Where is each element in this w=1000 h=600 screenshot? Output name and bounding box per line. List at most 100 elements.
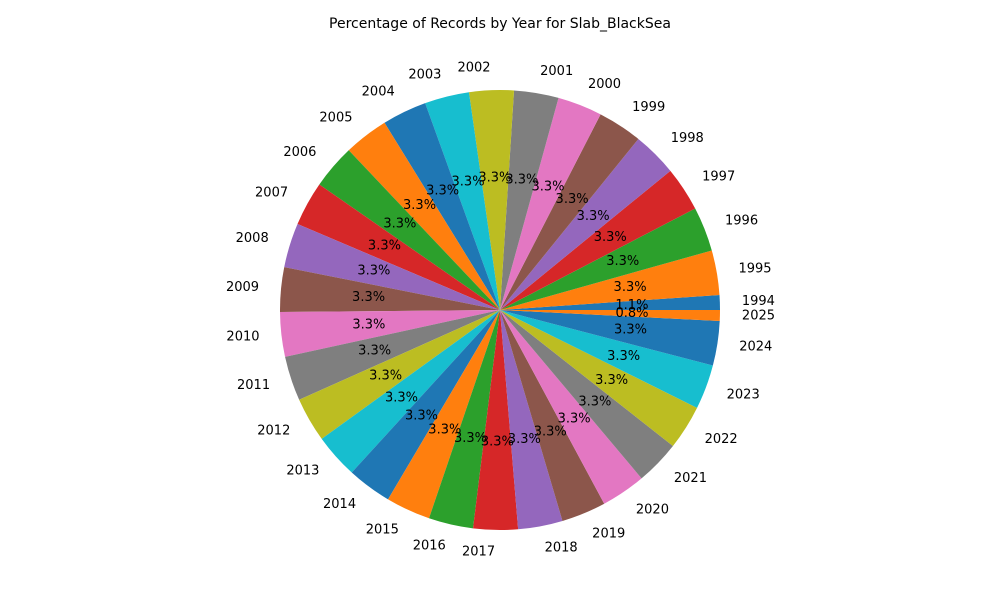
pie-slice-1994 <box>500 294 720 310</box>
year-label-2024: 2024 <box>739 339 772 354</box>
pie-slice-2024 <box>500 310 720 366</box>
year-label-1998: 1998 <box>671 131 704 146</box>
percent-label-2011: 3.3% <box>358 344 391 359</box>
percent-label-2012: 3.3% <box>369 368 402 383</box>
pie-slice-2006 <box>319 150 500 310</box>
year-label-2007: 2007 <box>255 186 288 201</box>
percent-label-2007: 3.3% <box>368 239 401 254</box>
year-label-2025: 2025 <box>742 309 775 324</box>
pie-slice-1995 <box>500 250 720 310</box>
percent-label-2010: 3.3% <box>352 317 385 332</box>
pie-slice-2025 <box>500 310 720 321</box>
pie-slice-2009 <box>279 267 500 313</box>
percent-label-2024: 3.3% <box>614 323 647 338</box>
percent-label-2025: 0.8% <box>615 306 648 321</box>
year-label-2014: 2014 <box>323 497 356 512</box>
percent-label-2001: 3.3% <box>505 172 538 187</box>
year-label-2002: 2002 <box>457 61 490 76</box>
percent-label-2006: 3.3% <box>383 216 416 231</box>
pie-slice-2021 <box>500 310 673 479</box>
percent-label-2008: 3.3% <box>357 264 390 279</box>
pie-slice-2017 <box>473 310 519 530</box>
percent-label-2003: 3.3% <box>452 174 485 189</box>
pie-slice-2022 <box>500 310 698 446</box>
pie-slice-2003 <box>425 92 500 310</box>
percent-label-2021: 3.3% <box>578 394 611 409</box>
pie-slice-1998 <box>500 138 671 310</box>
pie-slice-2000 <box>500 97 601 310</box>
percent-label-2018: 3.3% <box>508 432 541 447</box>
year-label-2016: 2016 <box>413 538 446 553</box>
pie-slice-2002 <box>468 89 515 310</box>
year-label-2013: 2013 <box>286 464 319 479</box>
pie-slice-2018 <box>500 310 563 530</box>
year-label-2005: 2005 <box>319 111 352 126</box>
percent-label-2016: 3.3% <box>454 431 487 446</box>
percent-label-1999: 3.3% <box>556 192 589 207</box>
percent-label-2005: 3.3% <box>403 198 436 213</box>
pie-slice-1996 <box>500 208 712 310</box>
percent-label-2014: 3.3% <box>405 409 438 424</box>
percent-label-2017: 3.3% <box>481 434 514 449</box>
year-labels: 1994 1995 1996 1997 1998 1999 2000 2001 2002 2003… <box>226 61 775 560</box>
year-label-2011: 2011 <box>237 378 270 393</box>
pie-slice-2011 <box>285 310 500 400</box>
pie-slice-2012 <box>299 310 500 439</box>
year-label-2015: 2015 <box>366 522 399 537</box>
pie-slice-1999 <box>500 114 639 311</box>
percent-label-2015: 3.3% <box>428 422 461 437</box>
percent-label-1996: 3.3% <box>606 254 639 269</box>
pie-slices <box>279 89 720 530</box>
pie-slice-2016 <box>429 310 500 529</box>
year-label-2003: 2003 <box>408 68 441 83</box>
percent-label-2002: 3.3% <box>478 171 511 186</box>
year-label-2006: 2006 <box>283 145 316 160</box>
percent-label-1997: 3.3% <box>594 230 627 245</box>
year-label-2021: 2021 <box>674 471 707 486</box>
pie-slice-2023 <box>500 310 713 408</box>
pie-slice-2008 <box>284 223 500 310</box>
pie-slice-2013 <box>321 310 500 473</box>
percent-label-1994: 1.1% <box>615 298 648 313</box>
percent-label-2023: 3.3% <box>607 349 640 364</box>
year-label-1997: 1997 <box>702 169 735 184</box>
year-label-2004: 2004 <box>362 85 395 100</box>
pie-slice-2015 <box>388 310 500 519</box>
percent-labels: 1.1%3.3%3.3%3.3%3.3%3.3%3.3%3.3%3.3%3.3%… <box>352 171 648 450</box>
percent-label-2004: 3.3% <box>426 184 459 199</box>
year-label-2008: 2008 <box>236 231 269 246</box>
year-label-2001: 2001 <box>540 64 573 79</box>
pie-slice-1997 <box>500 170 696 310</box>
year-label-2012: 2012 <box>257 423 290 438</box>
year-label-2019: 2019 <box>592 526 625 541</box>
year-label-2009: 2009 <box>226 280 259 295</box>
pie-slice-2007 <box>297 184 500 310</box>
percent-label-2013: 3.3% <box>385 390 418 405</box>
year-label-1996: 1996 <box>725 213 758 228</box>
year-label-2020: 2020 <box>636 503 669 518</box>
year-label-1995: 1995 <box>738 261 771 276</box>
pie-slice-2001 <box>500 90 559 310</box>
percent-label-2022: 3.3% <box>595 373 628 388</box>
pie-slice-2004 <box>384 103 500 311</box>
year-label-2018: 2018 <box>545 540 578 555</box>
percent-label-1995: 3.3% <box>614 280 647 295</box>
year-label-2010: 2010 <box>226 330 259 345</box>
year-label-2022: 2022 <box>705 432 738 447</box>
pie-slice-2005 <box>348 122 500 310</box>
year-label-2017: 2017 <box>462 544 495 559</box>
percent-label-2009: 3.3% <box>352 290 385 305</box>
year-label-1994: 1994 <box>742 294 775 309</box>
year-label-2023: 2023 <box>727 387 760 402</box>
year-label-2000: 2000 <box>588 77 621 92</box>
year-label-1999: 1999 <box>632 100 665 115</box>
chart-title: Percentage of Records by Year for Slab_B… <box>329 16 671 32</box>
percent-label-2020: 3.3% <box>558 412 591 427</box>
percent-label-2000: 3.3% <box>531 180 564 195</box>
percent-label-2019: 3.3% <box>534 425 567 440</box>
pie-slice-2014 <box>351 310 500 500</box>
pie-slice-2010 <box>280 310 500 357</box>
pie-slice-2019 <box>500 310 605 521</box>
percent-label-1998: 3.3% <box>577 209 610 224</box>
